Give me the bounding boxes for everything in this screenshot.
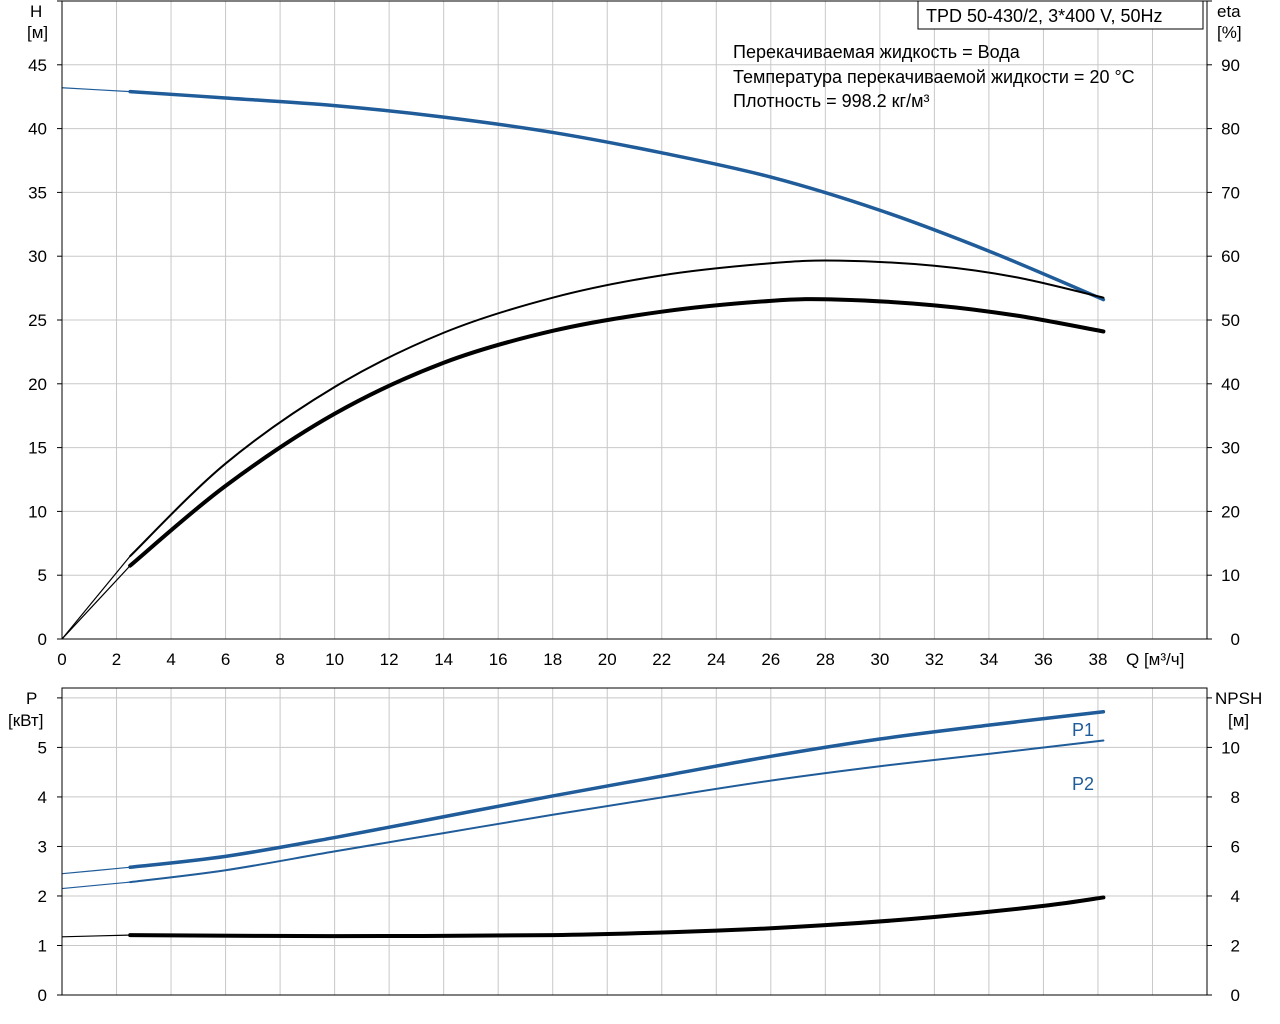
efficiency-curve-total — [128, 297, 1106, 568]
x-tick-label: 16 — [489, 650, 508, 669]
x-tick-label: 28 — [816, 650, 835, 669]
x-tick-label: 12 — [380, 650, 399, 669]
right-tick-label: 0 — [1231, 630, 1240, 649]
annotation-temperature: Температура перекачиваемой жидкости = 20… — [733, 67, 1135, 87]
head-curve-extension — [61, 87, 131, 93]
x-tick-label: 38 — [1088, 650, 1107, 669]
x-tick-label: 22 — [652, 650, 671, 669]
x-tick-label: 30 — [870, 650, 889, 669]
series-layer — [61, 87, 1106, 939]
x-axis-label: Q [м³/ч] — [1126, 650, 1184, 669]
left-tick-label: 5 — [38, 738, 47, 757]
bottom-left-axis-unit: [кВт] — [8, 711, 43, 730]
right-tick-label: 10 — [1221, 738, 1240, 757]
model-title: TPD 50-430/2, 3*400 V, 50Hz — [926, 6, 1163, 26]
annotation-fluid: Перекачиваемая жидкость = Вода — [733, 42, 1021, 62]
top-left-axis-unit: [м] — [27, 23, 48, 42]
model-title-box — [917, 0, 1204, 30]
top-right-axis-label: eta — [1217, 2, 1241, 21]
efficiency-curve-pump — [129, 259, 1105, 558]
x-tick-label: 10 — [325, 650, 344, 669]
top-left-axis-label: H — [30, 2, 42, 21]
left-tick-label: 45 — [28, 56, 47, 75]
right-tick-label: 30 — [1221, 439, 1240, 458]
right-tick-label: 60 — [1221, 247, 1240, 266]
x-tick-label: 2 — [112, 650, 121, 669]
left-tick-label: 1 — [38, 936, 47, 955]
right-tick-label: 4 — [1231, 887, 1240, 906]
power-p1-curve — [128, 710, 1106, 869]
right-tick-label: 2 — [1231, 936, 1240, 955]
x-tick-label: 4 — [166, 650, 175, 669]
power-p1-curve-extension — [61, 866, 131, 875]
left-tick-label: 35 — [28, 183, 47, 202]
series-label-p2: P2 — [1072, 774, 1094, 794]
bottom-right-axis-unit: [м] — [1228, 711, 1249, 730]
x-tick-label: 36 — [1034, 650, 1053, 669]
left-tick-label: 10 — [28, 502, 47, 521]
x-tick-label: 24 — [707, 650, 726, 669]
left-tick-label: 0 — [38, 630, 47, 649]
left-tick-label: 3 — [38, 837, 47, 856]
npsh-curve — [128, 895, 1106, 939]
axis-ticks: 0 2 4 6 8 10 12 14 16 18 20 22 24 26 28 30 32 34 36 3805101… — [28, 0, 1240, 1005]
series-label-p1: P1 — [1072, 720, 1094, 740]
top-right-axis-unit: [%] — [1217, 23, 1242, 42]
right-tick-label: 40 — [1221, 375, 1240, 394]
efficiency-curve-total-extension — [61, 565, 131, 640]
power-p2-curve-extension — [61, 881, 131, 890]
right-tick-label: 8 — [1231, 788, 1240, 807]
bottom-grid — [62, 688, 1207, 995]
left-tick-label: 30 — [28, 247, 47, 266]
x-tick-label: 0 — [57, 650, 66, 669]
right-tick-label: 90 — [1221, 56, 1240, 75]
right-tick-label: 20 — [1221, 502, 1240, 521]
head-curve — [128, 89, 1106, 302]
bottom-plot-frame — [61, 687, 1208, 996]
left-tick-label: 40 — [28, 120, 47, 139]
bottom-left-axis-label: P — [26, 689, 37, 708]
left-tick-label: 15 — [28, 439, 47, 458]
right-tick-label: 0 — [1231, 986, 1240, 1005]
annotation-density: Плотность = 998.2 кг/м³ — [733, 91, 929, 111]
x-tick-label: 26 — [761, 650, 780, 669]
efficiency-curve-pump-extension — [61, 555, 131, 640]
x-tick-label: 6 — [221, 650, 230, 669]
x-tick-label: 8 — [275, 650, 284, 669]
x-tick-label: 34 — [979, 650, 998, 669]
power-p2-curve — [129, 739, 1105, 884]
right-tick-label: 80 — [1221, 120, 1240, 139]
left-tick-label: 25 — [28, 311, 47, 330]
top-grid — [62, 0, 1207, 639]
x-tick-label: 14 — [434, 650, 453, 669]
right-tick-label: 50 — [1221, 311, 1240, 330]
x-tick-label: 20 — [598, 650, 617, 669]
left-tick-label: 5 — [38, 566, 47, 585]
top-plot-frame — [61, 0, 1208, 640]
x-tick-label: 18 — [543, 650, 562, 669]
npsh-curve-extension — [61, 934, 131, 938]
left-tick-label: 0 — [38, 986, 47, 1005]
right-tick-label: 6 — [1231, 837, 1240, 856]
left-tick-label: 2 — [38, 887, 47, 906]
left-tick-label: 20 — [28, 375, 47, 394]
x-tick-label: 32 — [925, 650, 944, 669]
right-tick-label: 10 — [1221, 566, 1240, 585]
left-tick-label: 4 — [38, 788, 47, 807]
right-tick-label: 70 — [1221, 183, 1240, 202]
bottom-right-axis-label: NPSH — [1215, 689, 1262, 708]
